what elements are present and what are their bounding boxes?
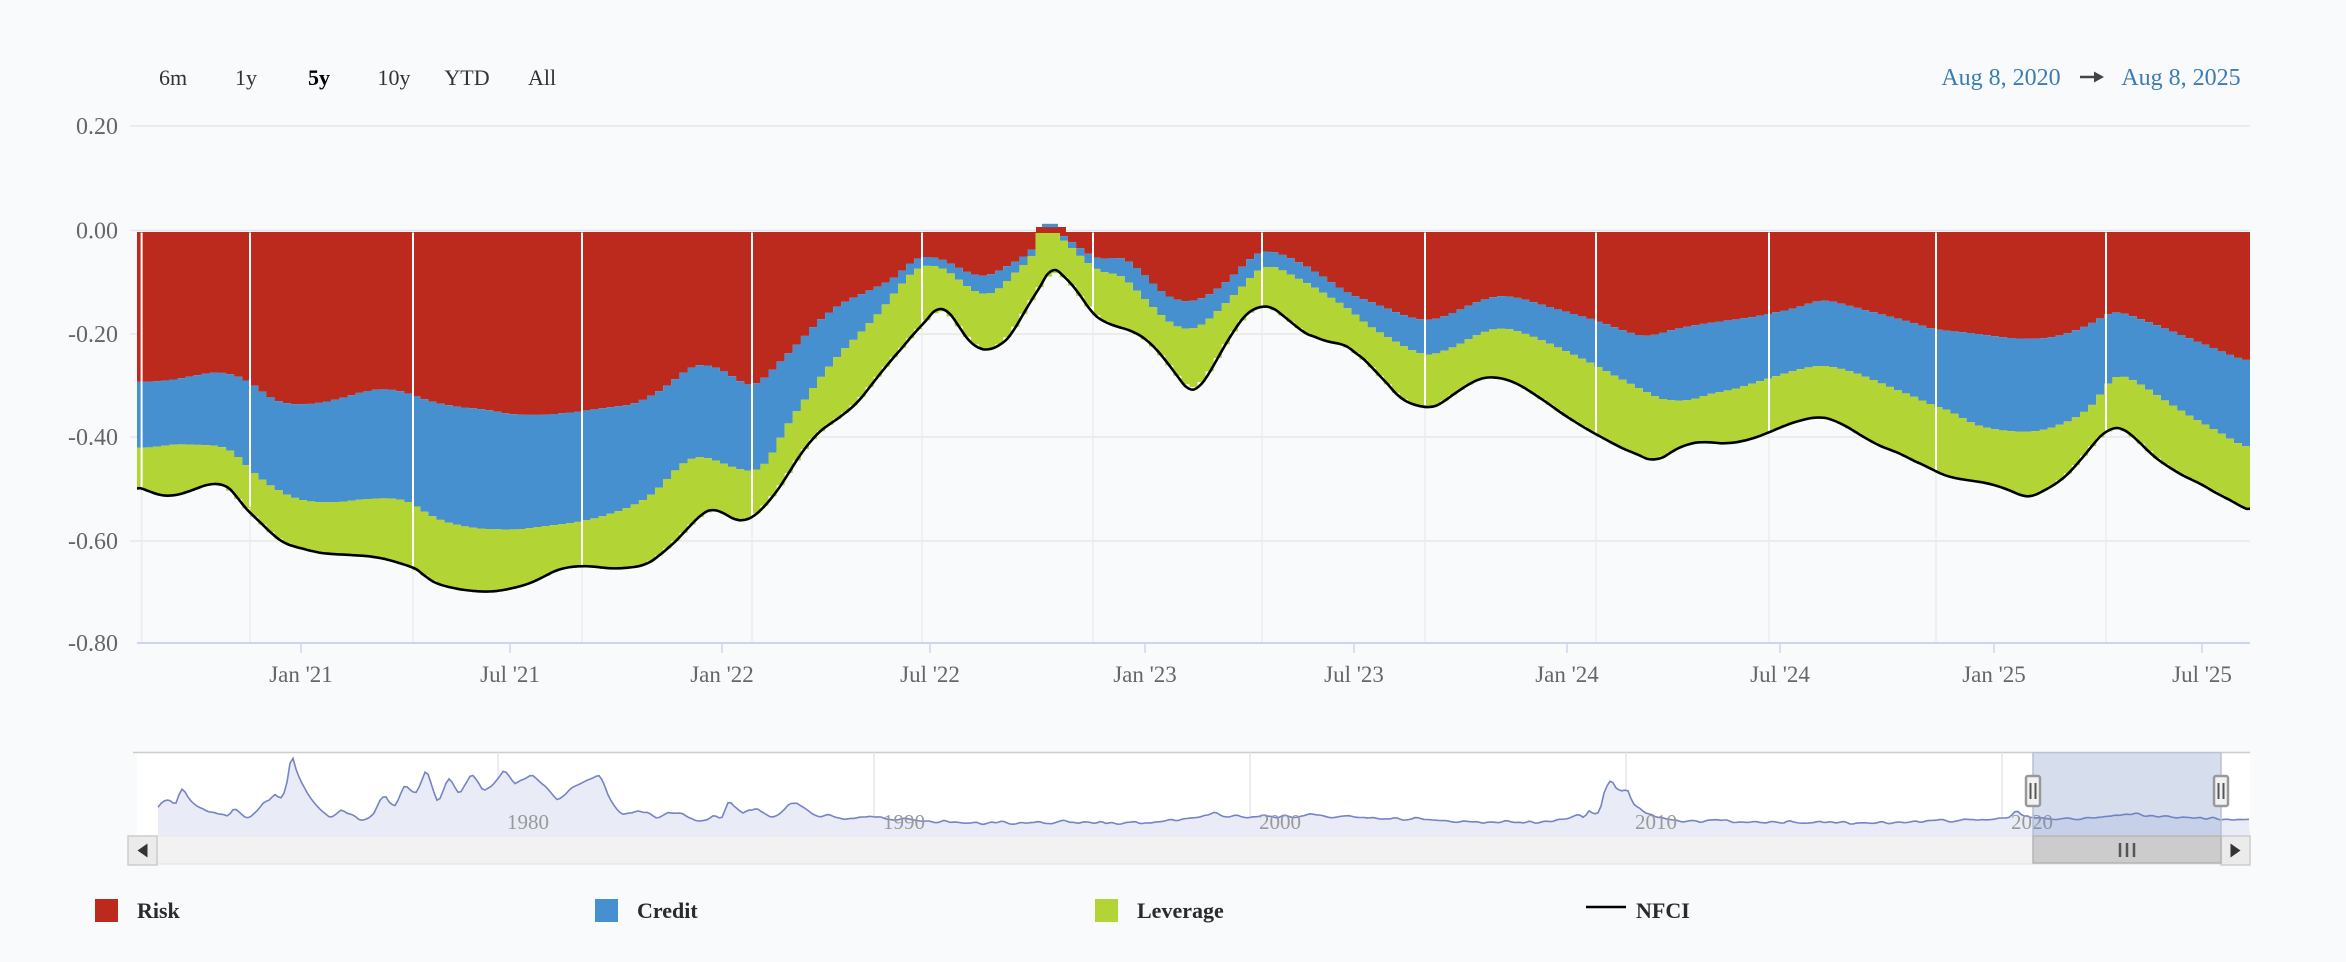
svg-text:Jan '23: Jan '23 xyxy=(1113,662,1177,687)
svg-text:5y: 5y xyxy=(308,65,330,90)
svg-text:YTD: YTD xyxy=(444,65,489,90)
svg-text:Jul '25: Jul '25 xyxy=(2172,662,2232,687)
svg-text:0.20: 0.20 xyxy=(76,114,118,140)
svg-text:2020: 2020 xyxy=(2011,810,2053,834)
svg-text:Jul '22: Jul '22 xyxy=(900,662,960,687)
svg-text:Leverage: Leverage xyxy=(1137,898,1224,923)
svg-text:1980: 1980 xyxy=(507,810,549,834)
svg-text:0.00: 0.00 xyxy=(76,218,118,244)
svg-text:All: All xyxy=(528,65,556,90)
svg-text:1y: 1y xyxy=(235,65,257,90)
svg-text:Risk: Risk xyxy=(137,898,181,923)
svg-text:2000: 2000 xyxy=(1259,810,1301,834)
svg-text:1990: 1990 xyxy=(883,810,925,834)
svg-text:Aug 8, 2025: Aug 8, 2025 xyxy=(2121,65,2240,91)
svg-text:Credit: Credit xyxy=(637,898,698,923)
svg-text:NFCI: NFCI xyxy=(1636,898,1690,923)
svg-text:Jan '25: Jan '25 xyxy=(1962,662,2026,687)
svg-text:-0.60: -0.60 xyxy=(68,529,118,555)
svg-text:Jan '24: Jan '24 xyxy=(1535,662,1599,687)
svg-text:Jan '22: Jan '22 xyxy=(690,662,754,687)
svg-text:6m: 6m xyxy=(159,65,187,90)
svg-text:-0.80: -0.80 xyxy=(68,631,118,657)
svg-text:Jul '21: Jul '21 xyxy=(480,662,540,687)
svg-text:10y: 10y xyxy=(378,65,411,90)
svg-text:Jul '23: Jul '23 xyxy=(1324,662,1384,687)
svg-text:Jan '21: Jan '21 xyxy=(269,662,333,687)
svg-text:-0.20: -0.20 xyxy=(68,322,118,348)
svg-text:Aug 8, 2020: Aug 8, 2020 xyxy=(1941,65,2060,91)
svg-text:-0.40: -0.40 xyxy=(68,425,118,451)
svg-text:2010: 2010 xyxy=(1635,810,1677,834)
svg-text:Jul '24: Jul '24 xyxy=(1750,662,1810,687)
